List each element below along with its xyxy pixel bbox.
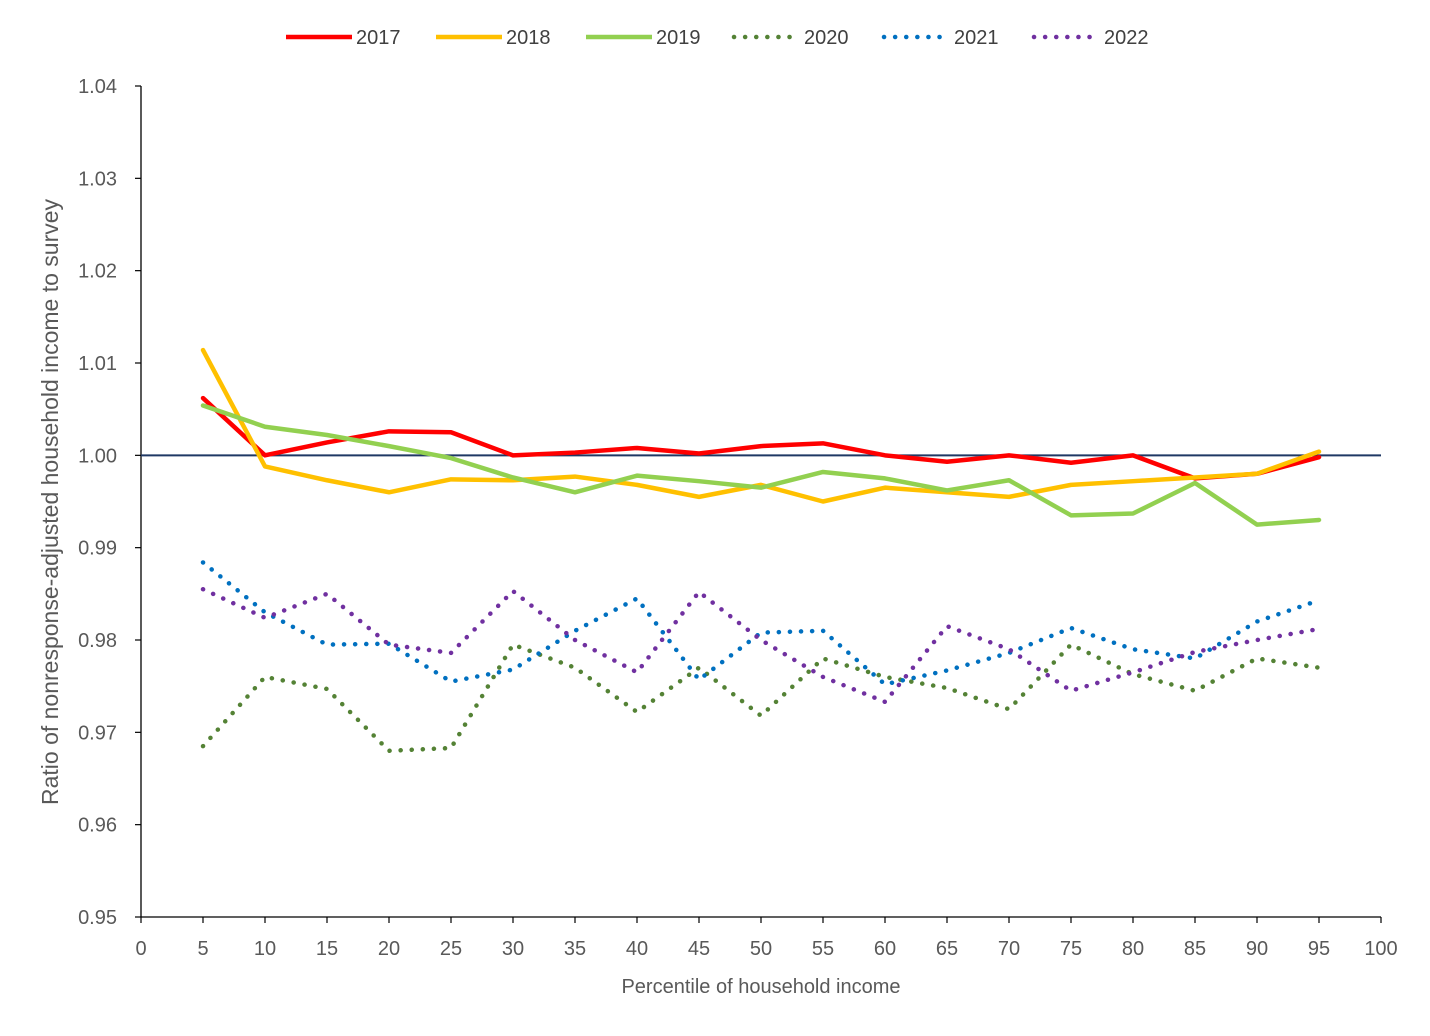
legend-label-2022: 2022: [1104, 27, 1149, 49]
legend-label-2017: 2017: [356, 27, 401, 49]
x-tick-label: 90: [1246, 938, 1268, 960]
x-tick-label: 45: [688, 938, 710, 960]
x-tick-label: 0: [135, 938, 146, 960]
legend-label-2018: 2018: [506, 27, 551, 49]
series-2022: [200, 586, 1322, 705]
x-tick-label: 65: [936, 938, 958, 960]
plot-area: [140, 86, 1381, 918]
x-tick-label: 25: [440, 938, 462, 960]
x-tick-label: 80: [1122, 938, 1144, 960]
series-line-2019: [200, 403, 1322, 527]
x-tick-label: 50: [750, 938, 772, 960]
series-line-2018: [200, 347, 1322, 504]
series-line-2022: [200, 586, 1322, 705]
series-line-2021: [200, 560, 1322, 687]
x-tick-label: 5: [197, 938, 208, 960]
y-tick-label: 0.95: [78, 907, 117, 929]
y-axis-title: Ratio of nonresponse-adjusted household …: [37, 198, 63, 805]
x-tick-label: 40: [626, 938, 648, 960]
x-tick-label: 20: [378, 938, 400, 960]
x-tick-label: 30: [502, 938, 524, 960]
x-tick-label: 85: [1184, 938, 1206, 960]
x-tick-label: 55: [812, 938, 834, 960]
x-axis-ticks: 0 5 10 15 20 25 30 35 40 45 50 55 60 65 70 75 80 85 90 95 10…: [135, 917, 1398, 960]
legend-label-2021: 2021: [954, 27, 999, 49]
x-tick-label: 100: [1364, 938, 1397, 960]
series-line-2020: [200, 642, 1322, 754]
x-axis-title: Percentile of household income: [621, 976, 900, 998]
series-line-2017: [200, 395, 1322, 481]
x-tick-label: 95: [1308, 938, 1330, 960]
y-tick-label: 1.01: [78, 353, 117, 375]
series-2018: [200, 347, 1322, 504]
x-tick-label: 35: [564, 938, 586, 960]
series-2021: [200, 560, 1322, 687]
y-tick-label: 1.02: [78, 261, 117, 283]
y-tick-label: 1.03: [78, 168, 117, 190]
y-tick-label: 0.97: [78, 722, 117, 744]
legend: 2017 2018 2019 2020 2021 2022: [286, 27, 1149, 49]
series-2019: [200, 403, 1322, 527]
y-tick-label: 1.04: [78, 76, 117, 98]
x-tick-label: 70: [998, 938, 1020, 960]
series-2020: [200, 642, 1322, 754]
y-axis-ticks: 0.95 0.96 0.97 0.98 0.99 1.00 1.01 1.02 1.03 1.04: [78, 76, 141, 929]
x-tick-label: 60: [874, 938, 896, 960]
y-tick-label: 0.98: [78, 630, 117, 652]
y-tick-label: 0.96: [78, 815, 117, 837]
series-2017: [200, 395, 1322, 481]
x-tick-label: 75: [1060, 938, 1082, 960]
legend-label-2020: 2020: [804, 27, 849, 49]
x-tick-label: 15: [316, 938, 338, 960]
y-tick-label: 1.00: [78, 445, 117, 467]
x-tick-label: 10: [254, 938, 276, 960]
legend-label-2019: 2019: [656, 27, 701, 49]
y-tick-label: 0.99: [78, 538, 117, 560]
